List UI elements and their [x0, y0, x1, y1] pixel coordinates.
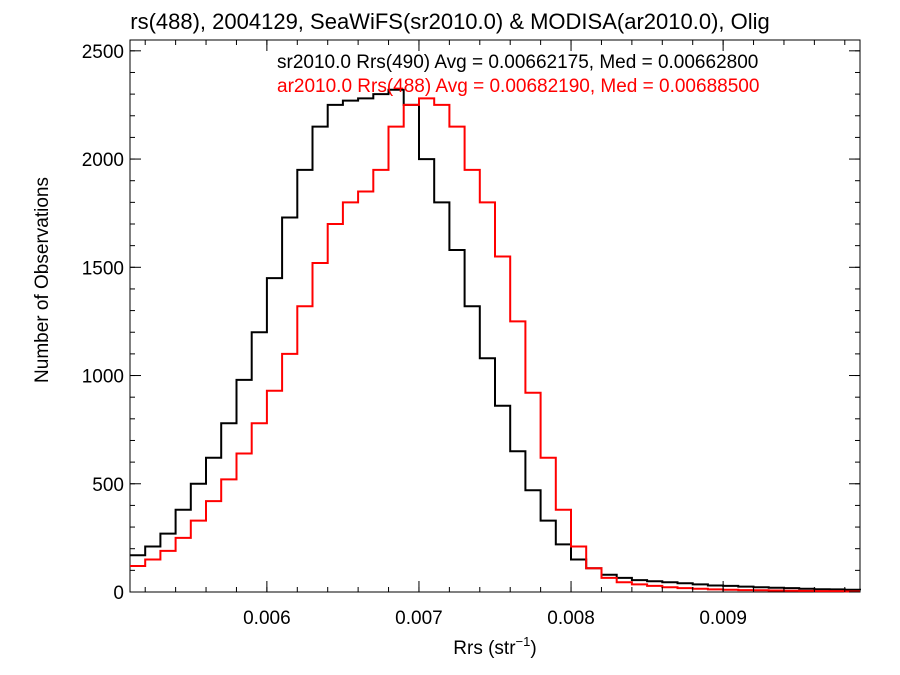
y-tick-label: 0	[113, 583, 124, 604]
legend-entry-2: ar2010.0 Rrs(488) Avg = 0.00682190, Med …	[277, 76, 759, 97]
series-line-2	[130, 97, 860, 593]
y-tick-label: 2500	[82, 42, 124, 63]
y-axis-title: Number of Observations	[32, 177, 53, 383]
chart-title: rs(488), 2004129, SeaWiFS(sr2010.0) & MO…	[130, 9, 770, 34]
series-line-1	[130, 88, 861, 591]
y-tick-label: 1000	[82, 367, 124, 388]
x-axis-title-superscript: −1	[516, 634, 531, 649]
legend: sr2010.0 Rrs(490) Avg = 0.00662175, Med …	[277, 52, 759, 97]
x-tick-label: 0.008	[547, 608, 595, 629]
x-axis-title: Rrs (str−1)	[453, 634, 536, 659]
y-tick-label: 500	[92, 475, 124, 496]
x-axis: 0.006 0.007 0.008 0.009	[144, 40, 846, 629]
series-layer	[130, 88, 861, 593]
x-tick-label: 0.009	[699, 608, 747, 629]
x-tick-label: 0.006	[243, 608, 291, 629]
legend-entry-1: sr2010.0 Rrs(490) Avg = 0.00662175, Med …	[277, 52, 758, 73]
x-axis-title-close: )	[530, 638, 536, 659]
plot-border	[129, 39, 861, 593]
y-axis: 0 500 1000 1500 2000 2500	[82, 42, 860, 604]
x-tick-label: 0.007	[395, 608, 443, 629]
plot-frame	[129, 39, 861, 593]
y-tick-label: 2000	[82, 150, 124, 171]
x-axis-title-main: Rrs (str	[453, 638, 516, 659]
y-tick-label: 1500	[82, 258, 124, 279]
